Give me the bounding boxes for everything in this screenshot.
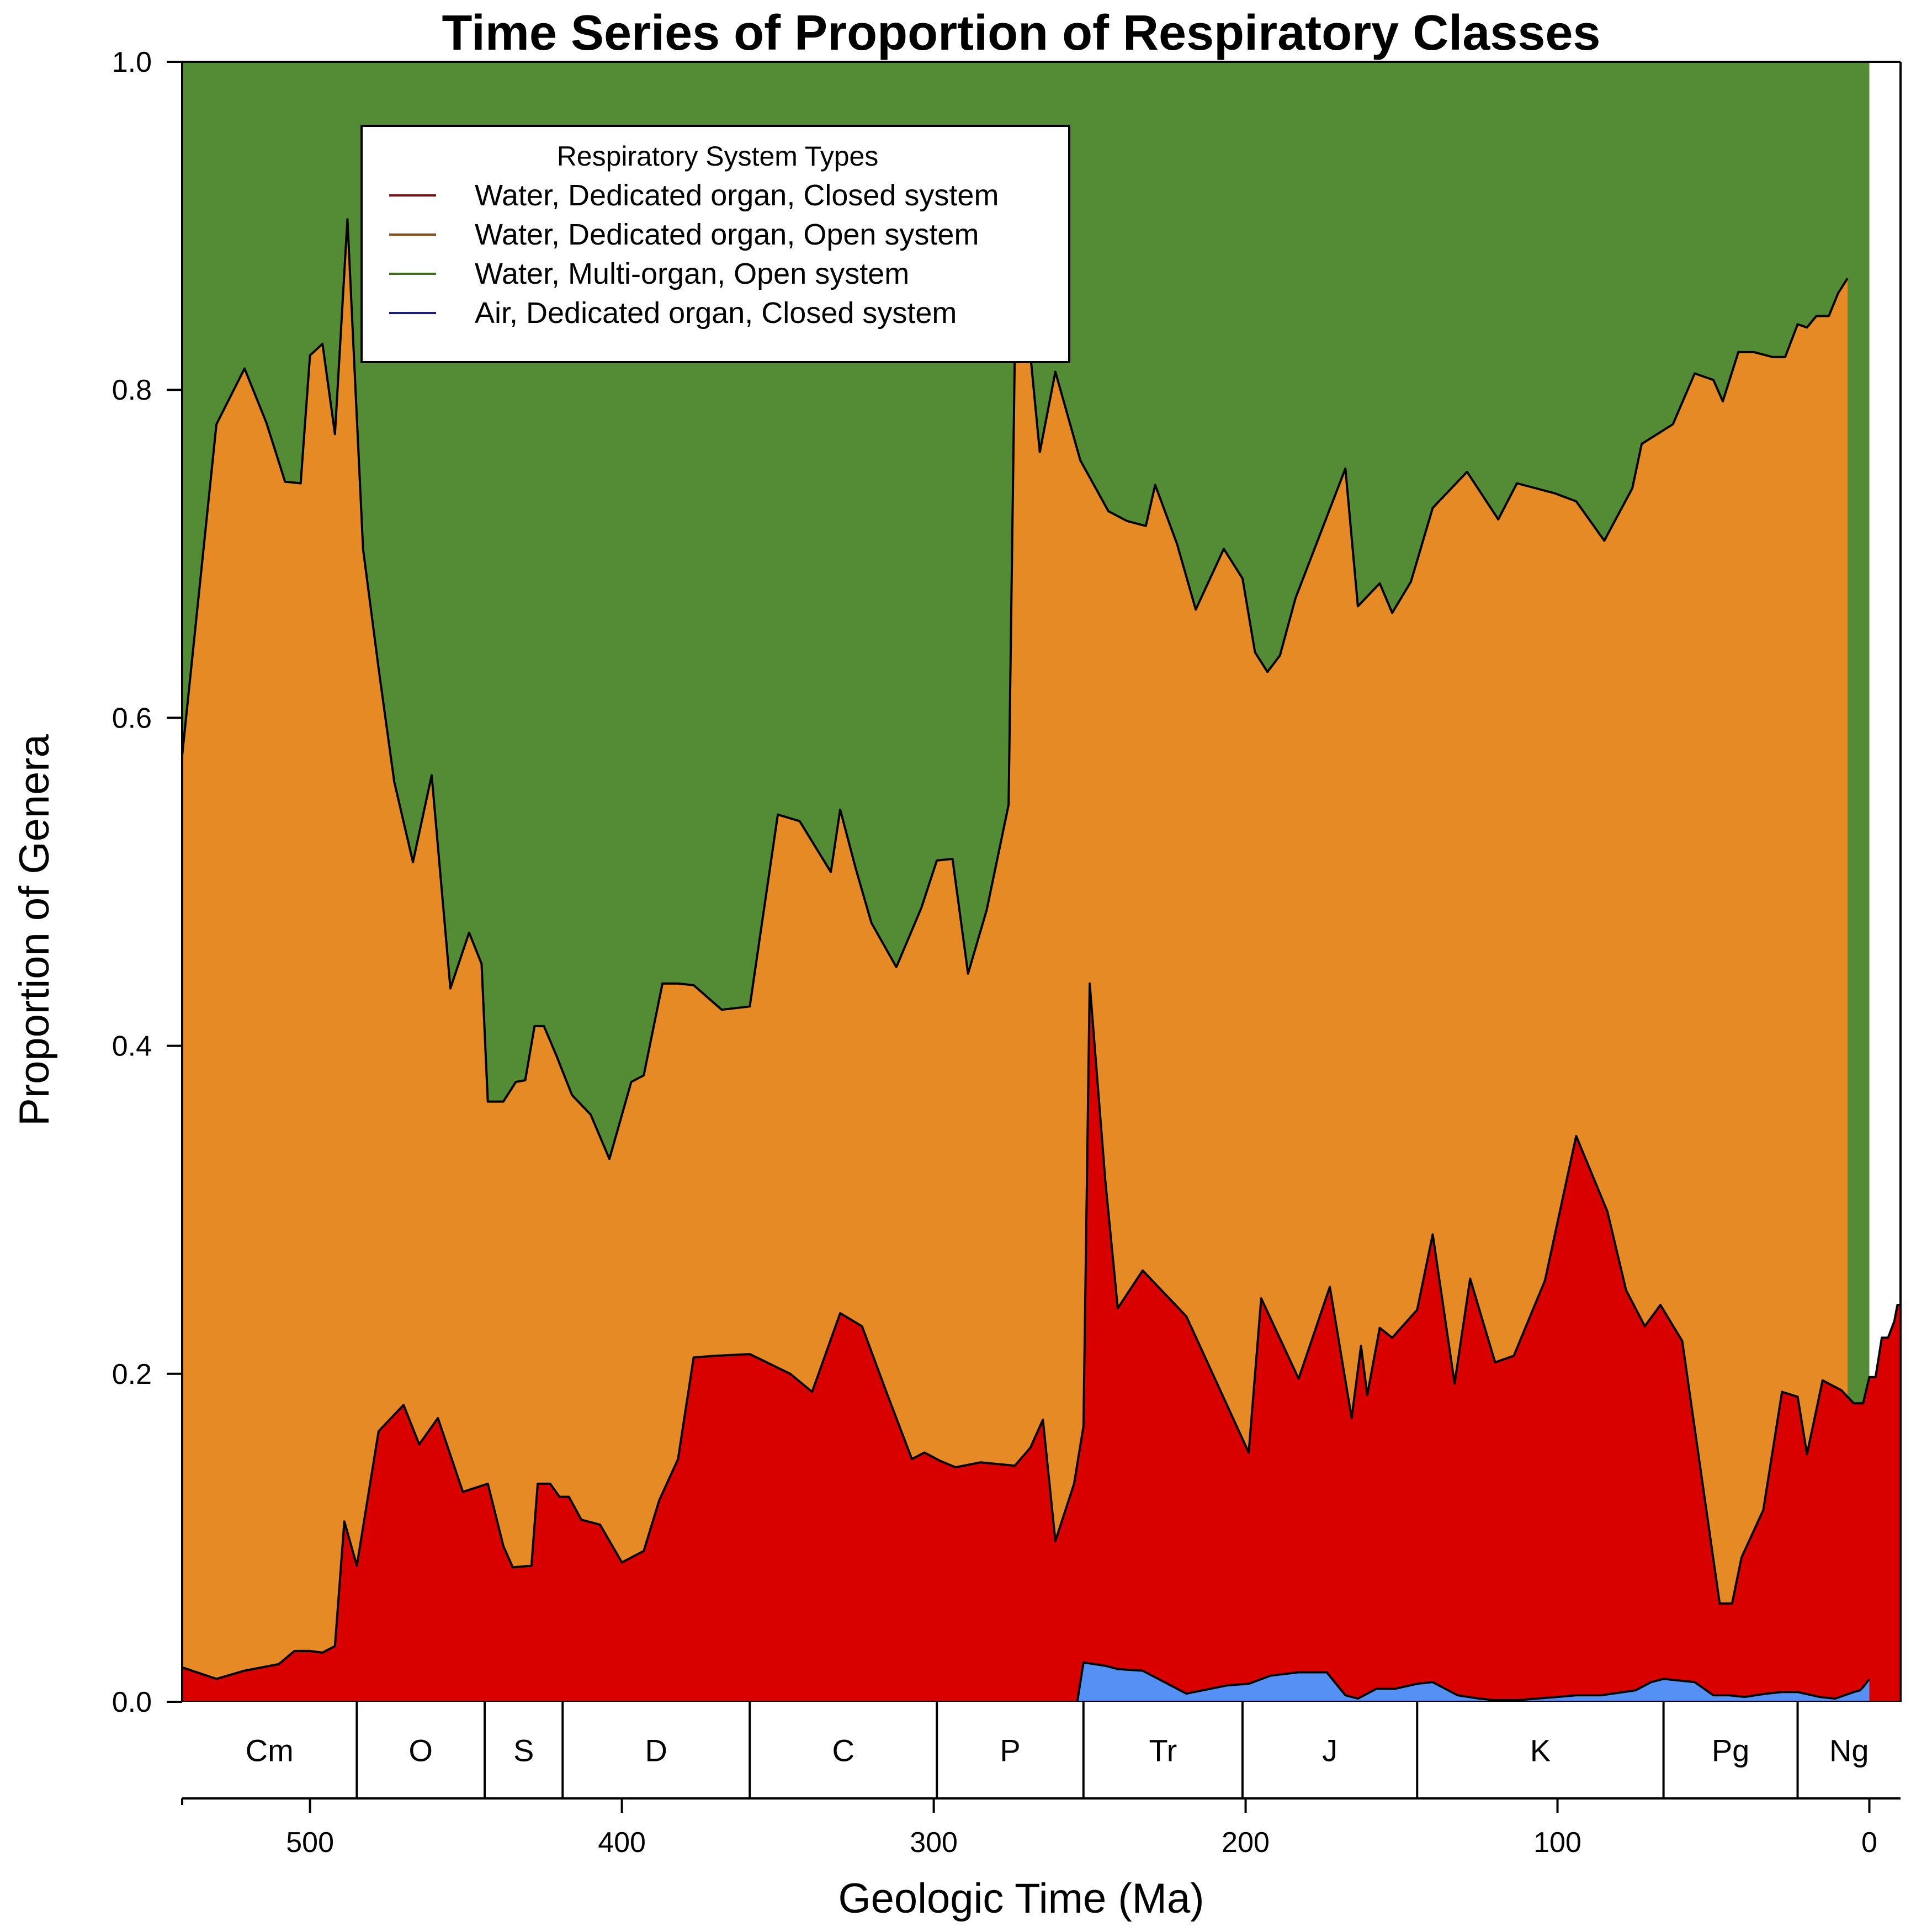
- period-label-o: O: [408, 1733, 433, 1768]
- legend-entry-label: Water, Dedicated organ, Closed system: [475, 179, 999, 212]
- period-label-j: J: [1322, 1733, 1337, 1768]
- period-label-cm: Cm: [246, 1733, 294, 1768]
- legend-title: Respiratory System Types: [557, 141, 879, 172]
- x-tick-label: 500: [286, 1827, 334, 1859]
- period-label-tr: Tr: [1149, 1733, 1177, 1768]
- legend: Respiratory System Types Water, Dedicate…: [360, 125, 1070, 363]
- x-tick-label: 0: [1861, 1827, 1877, 1859]
- x-axis-title: Geologic Time (Ma): [838, 1875, 1204, 1922]
- area-water_closed: [182, 983, 1901, 1702]
- y-tick-label: 0.0: [112, 1686, 152, 1718]
- y-tick-label: 0.6: [112, 702, 152, 734]
- area-air_closed: [1077, 1662, 1870, 1702]
- period-label-d: D: [645, 1733, 667, 1768]
- x-tick-label: 400: [598, 1827, 646, 1859]
- boundary-line-water_closed: [182, 982, 1901, 1680]
- y-tick-label: 1.0: [112, 46, 152, 78]
- x-axis: 500 400 300 200 100 0: [181, 1797, 1901, 1859]
- y-axis: 0.0 0.2 0.4 0.6 0.8 1.0: [112, 46, 182, 1718]
- chart-title: Time Series of Proportion of Respiratory…: [442, 6, 1601, 61]
- period-label-p: P: [1000, 1733, 1020, 1768]
- period-bar: Cm O S D C P Tr J K Pg Ng: [182, 1702, 1901, 1800]
- x-tick-label: 200: [1222, 1827, 1270, 1859]
- period-label-c: C: [832, 1733, 854, 1768]
- period-label-ng: Ng: [1829, 1733, 1869, 1768]
- period-bar-bg: [182, 1702, 1901, 1798]
- y-axis-title: Proportion of Genera: [11, 734, 58, 1126]
- boundary-line-water_open: [181, 218, 1849, 1160]
- legend-entry-label: Water, Dedicated organ, Open system: [475, 218, 979, 251]
- boundary-line-air_closed: [1076, 1661, 1871, 1702]
- period-label-s: S: [513, 1733, 534, 1768]
- period-label-k: K: [1530, 1733, 1551, 1768]
- legend-box: [360, 125, 1070, 363]
- x-tick-label: 100: [1533, 1827, 1581, 1859]
- stacked-areas: [181, 62, 1901, 1702]
- x-tick-label: 300: [910, 1827, 958, 1859]
- legend-entry-label: Air, Dedicated organ, Closed system: [475, 296, 957, 330]
- y-tick-label: 0.2: [112, 1358, 152, 1390]
- y-tick-label: 0.8: [112, 374, 152, 406]
- legend-entry-label: Water, Multi-organ, Open system: [475, 257, 909, 290]
- period-label-pg: Pg: [1712, 1733, 1750, 1768]
- y-tick-label: 0.4: [112, 1031, 152, 1063]
